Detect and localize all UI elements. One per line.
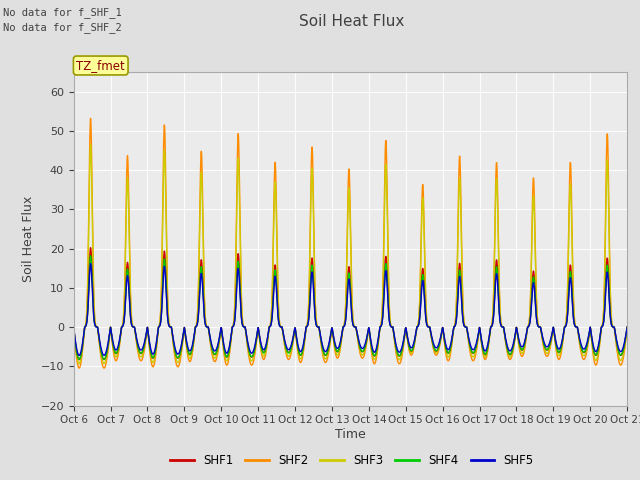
Y-axis label: Soil Heat Flux: Soil Heat Flux bbox=[22, 196, 35, 282]
Text: Soil Heat Flux: Soil Heat Flux bbox=[300, 14, 404, 29]
Text: No data for f_SHF_1: No data for f_SHF_1 bbox=[3, 7, 122, 18]
Text: No data for f_SHF_2: No data for f_SHF_2 bbox=[3, 22, 122, 33]
Text: TZ_fmet: TZ_fmet bbox=[76, 59, 125, 72]
X-axis label: Time: Time bbox=[335, 428, 366, 441]
Legend: SHF1, SHF2, SHF3, SHF4, SHF5: SHF1, SHF2, SHF3, SHF4, SHF5 bbox=[166, 449, 538, 472]
